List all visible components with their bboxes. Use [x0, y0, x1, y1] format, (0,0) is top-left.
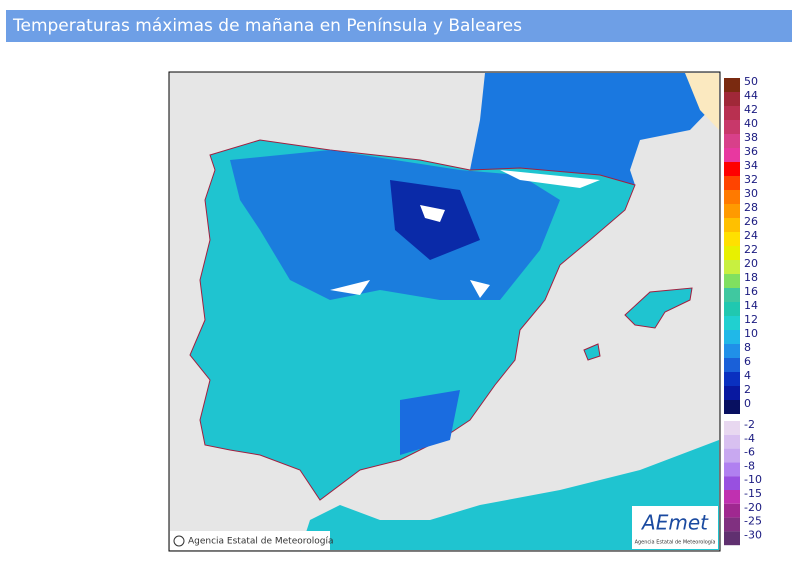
legend-label: 18: [744, 271, 758, 284]
legend-swatch: [724, 106, 740, 120]
legend-label: 42: [744, 103, 758, 116]
legend-swatch: [724, 344, 740, 358]
credit: Agencia Estatal de Meteorología: [188, 537, 334, 547]
legend-label: -4: [744, 432, 755, 445]
title-bar: [6, 10, 792, 42]
legend-swatch: [724, 386, 740, 400]
legend-swatch: [724, 358, 740, 372]
legend-label: 38: [744, 131, 758, 144]
legend-swatch: [724, 421, 740, 435]
legend-swatch: [724, 490, 740, 504]
legend-label: -10: [744, 473, 762, 486]
logo-caption: Agencia Estatal de Meteorología: [635, 539, 716, 546]
legend-label: 16: [744, 285, 758, 298]
legend-label: -6: [744, 446, 755, 459]
map: Agencia Estatal de Meteorología AEmet Ag…: [168, 71, 721, 552]
legend-swatch: [724, 148, 740, 162]
legend-label: -25: [744, 515, 762, 528]
legend-swatch: [724, 288, 740, 302]
legend-swatch: [724, 162, 740, 176]
legend-label: 0: [744, 397, 751, 410]
legend-swatch: [724, 517, 740, 532]
ibiza: [583, 343, 601, 361]
snow: [330, 170, 600, 298]
legend-swatch: [724, 400, 740, 414]
legend-label: 24: [744, 229, 758, 242]
legend-label: 26: [744, 215, 758, 228]
credit-box: [170, 531, 330, 550]
legend-label: 6: [744, 355, 751, 368]
legend-swatch: [724, 92, 740, 106]
land-warm: [685, 73, 719, 130]
legend-label: 34: [744, 159, 758, 172]
legend-swatch: [724, 232, 740, 246]
legend-label: 8: [744, 341, 751, 354]
title: Temperaturas máximas de mañana en Peníns…: [12, 16, 522, 36]
legend-swatch: [724, 434, 740, 449]
legend-swatch: [724, 260, 740, 274]
legend-swatch: [724, 302, 740, 316]
legend-swatch: [724, 218, 740, 232]
south-cold: [400, 390, 460, 455]
legend-label: 2: [744, 383, 751, 396]
legend: 5044424038363432302826242220181614121086…: [724, 75, 762, 546]
legend-label: -30: [744, 528, 762, 541]
legend-label: 36: [744, 145, 758, 158]
legend-swatch: [724, 204, 740, 218]
legend-label: 32: [744, 173, 758, 186]
france: [470, 73, 719, 185]
legend-label: 50: [744, 75, 758, 88]
legend-swatch: [724, 246, 740, 260]
legend-swatch: [724, 448, 740, 463]
legend-label: 12: [744, 313, 758, 326]
legend-swatch: [724, 462, 740, 477]
legend-swatch: [724, 372, 740, 386]
legend-label: 4: [744, 369, 751, 382]
legend-label: -15: [744, 487, 762, 500]
legend-label: 10: [744, 327, 758, 340]
legend-swatch: [724, 134, 740, 148]
legend-label: 14: [744, 299, 758, 312]
legend-swatch: [724, 316, 740, 330]
copyright-icon: [173, 535, 185, 547]
legend-swatch: [724, 176, 740, 190]
legend-label: 30: [744, 187, 758, 200]
legend-swatch: [724, 274, 740, 288]
legend-swatch: [724, 503, 740, 518]
legend-swatch: [724, 120, 740, 134]
legend-label: 28: [744, 201, 758, 214]
legend-label: 40: [744, 117, 758, 130]
logo: AEmet: [640, 511, 709, 535]
legend-swatch: [724, 476, 740, 490]
africa: [300, 440, 719, 551]
legend-swatch: [724, 190, 740, 204]
legend-swatch: [724, 330, 740, 344]
legend-swatch: [724, 531, 740, 546]
legend-label: -20: [744, 501, 762, 514]
legend-label: 20: [744, 257, 758, 270]
legend-label: 44: [744, 89, 758, 102]
legend-label: 22: [744, 243, 758, 256]
legend-label: -8: [744, 459, 755, 472]
legend-swatch: [724, 78, 740, 92]
mallorca: [624, 287, 693, 329]
logo-box: [632, 506, 718, 549]
legend-label: -2: [744, 418, 755, 431]
